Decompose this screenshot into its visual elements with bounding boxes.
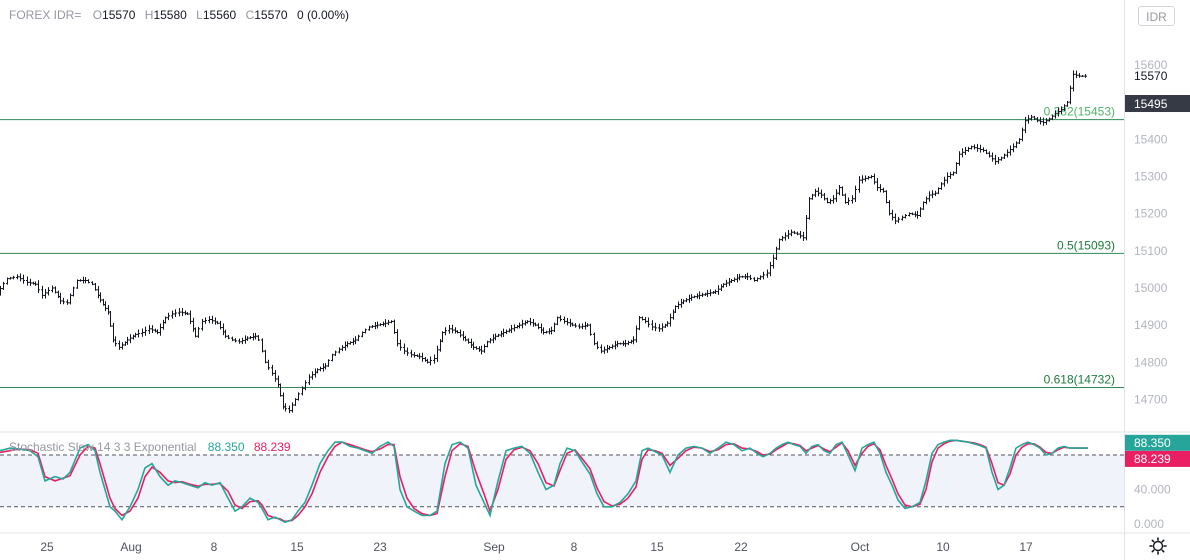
stochastic-k-value: 88.350 (207, 440, 245, 454)
time-axis-tick: 23 (373, 540, 387, 554)
gear-icon[interactable] (1148, 536, 1168, 556)
crosshair-price-box (1125, 95, 1190, 113)
price-axis-tick: 14800 (1134, 355, 1168, 369)
price-axis-tick: 14900 (1134, 318, 1168, 332)
time-axis-tick: Aug (120, 540, 141, 554)
close-key: C (245, 8, 255, 22)
time-axis-tick: 22 (734, 540, 748, 554)
stochastic-d-box (1125, 450, 1190, 467)
stochastic-d-value: 88.239 (253, 440, 291, 454)
time-axis-tick: 10 (936, 540, 950, 554)
close-value: 15570 (254, 8, 288, 22)
high-key: H (144, 8, 154, 22)
price-axis-tick: 15400 (1134, 132, 1168, 146)
stochastic-d-line (0, 439, 1088, 523)
high-value: 15580 (153, 8, 187, 22)
time-axis-tick: 25 (40, 540, 54, 554)
stochastic-axis-tick: 0.000 (1134, 517, 1164, 531)
fib-level-label: 0.618(14732) (1044, 373, 1115, 387)
currency-button[interactable]: IDR (1138, 6, 1175, 26)
time-axis-tick: 17 (1019, 540, 1033, 554)
price-axis-tick: 14700 (1134, 392, 1168, 406)
time-axis-tick: 8 (571, 540, 578, 554)
stochastic-axis-tick: 40.000 (1134, 483, 1171, 497)
crosshair-price-label: 15495 (1134, 97, 1168, 111)
stochastic-d-axis-value: 88.239 (1134, 452, 1171, 466)
stochastic-k-line (0, 439, 1088, 524)
fib-level-label: 0.5(15093) (1057, 238, 1115, 252)
stochastic-legend: Stochastic Slow 14 3 3 Exponential 88.35… (9, 440, 291, 454)
price-axis-tick: 15000 (1134, 281, 1168, 295)
price-axis-tick: 15200 (1134, 207, 1168, 221)
symbol-label: FOREX IDR= (9, 8, 82, 22)
last-price-label: 15570 (1134, 69, 1168, 83)
stochastic-k-axis-value: 88.350 (1134, 436, 1171, 450)
low-key: L (196, 8, 203, 22)
change-value: 0 (0.00%) (296, 8, 349, 22)
open-key: O (92, 8, 103, 22)
time-axis-tick: Sep (483, 540, 505, 554)
stochastic-title: Stochastic Slow 14 3 3 Exponential (9, 440, 197, 454)
price-axis-tick: 15600 (1134, 58, 1168, 72)
stochastic-k-box (1125, 434, 1190, 451)
time-axis-tick: 8 (211, 540, 218, 554)
price-axis-tick: 15300 (1134, 169, 1168, 183)
open-value: 15570 (102, 8, 136, 22)
time-axis-tick: 15 (650, 540, 664, 554)
price-axis-tick: 15100 (1134, 244, 1168, 258)
ohlc-header: FOREX IDR= O15570 H15580 L15560 C15570 0… (9, 8, 355, 22)
time-axis-tick: Oct (851, 540, 870, 554)
time-axis-tick: 15 (290, 540, 304, 554)
low-value: 15560 (202, 8, 237, 22)
candles-group (0, 70, 1087, 414)
